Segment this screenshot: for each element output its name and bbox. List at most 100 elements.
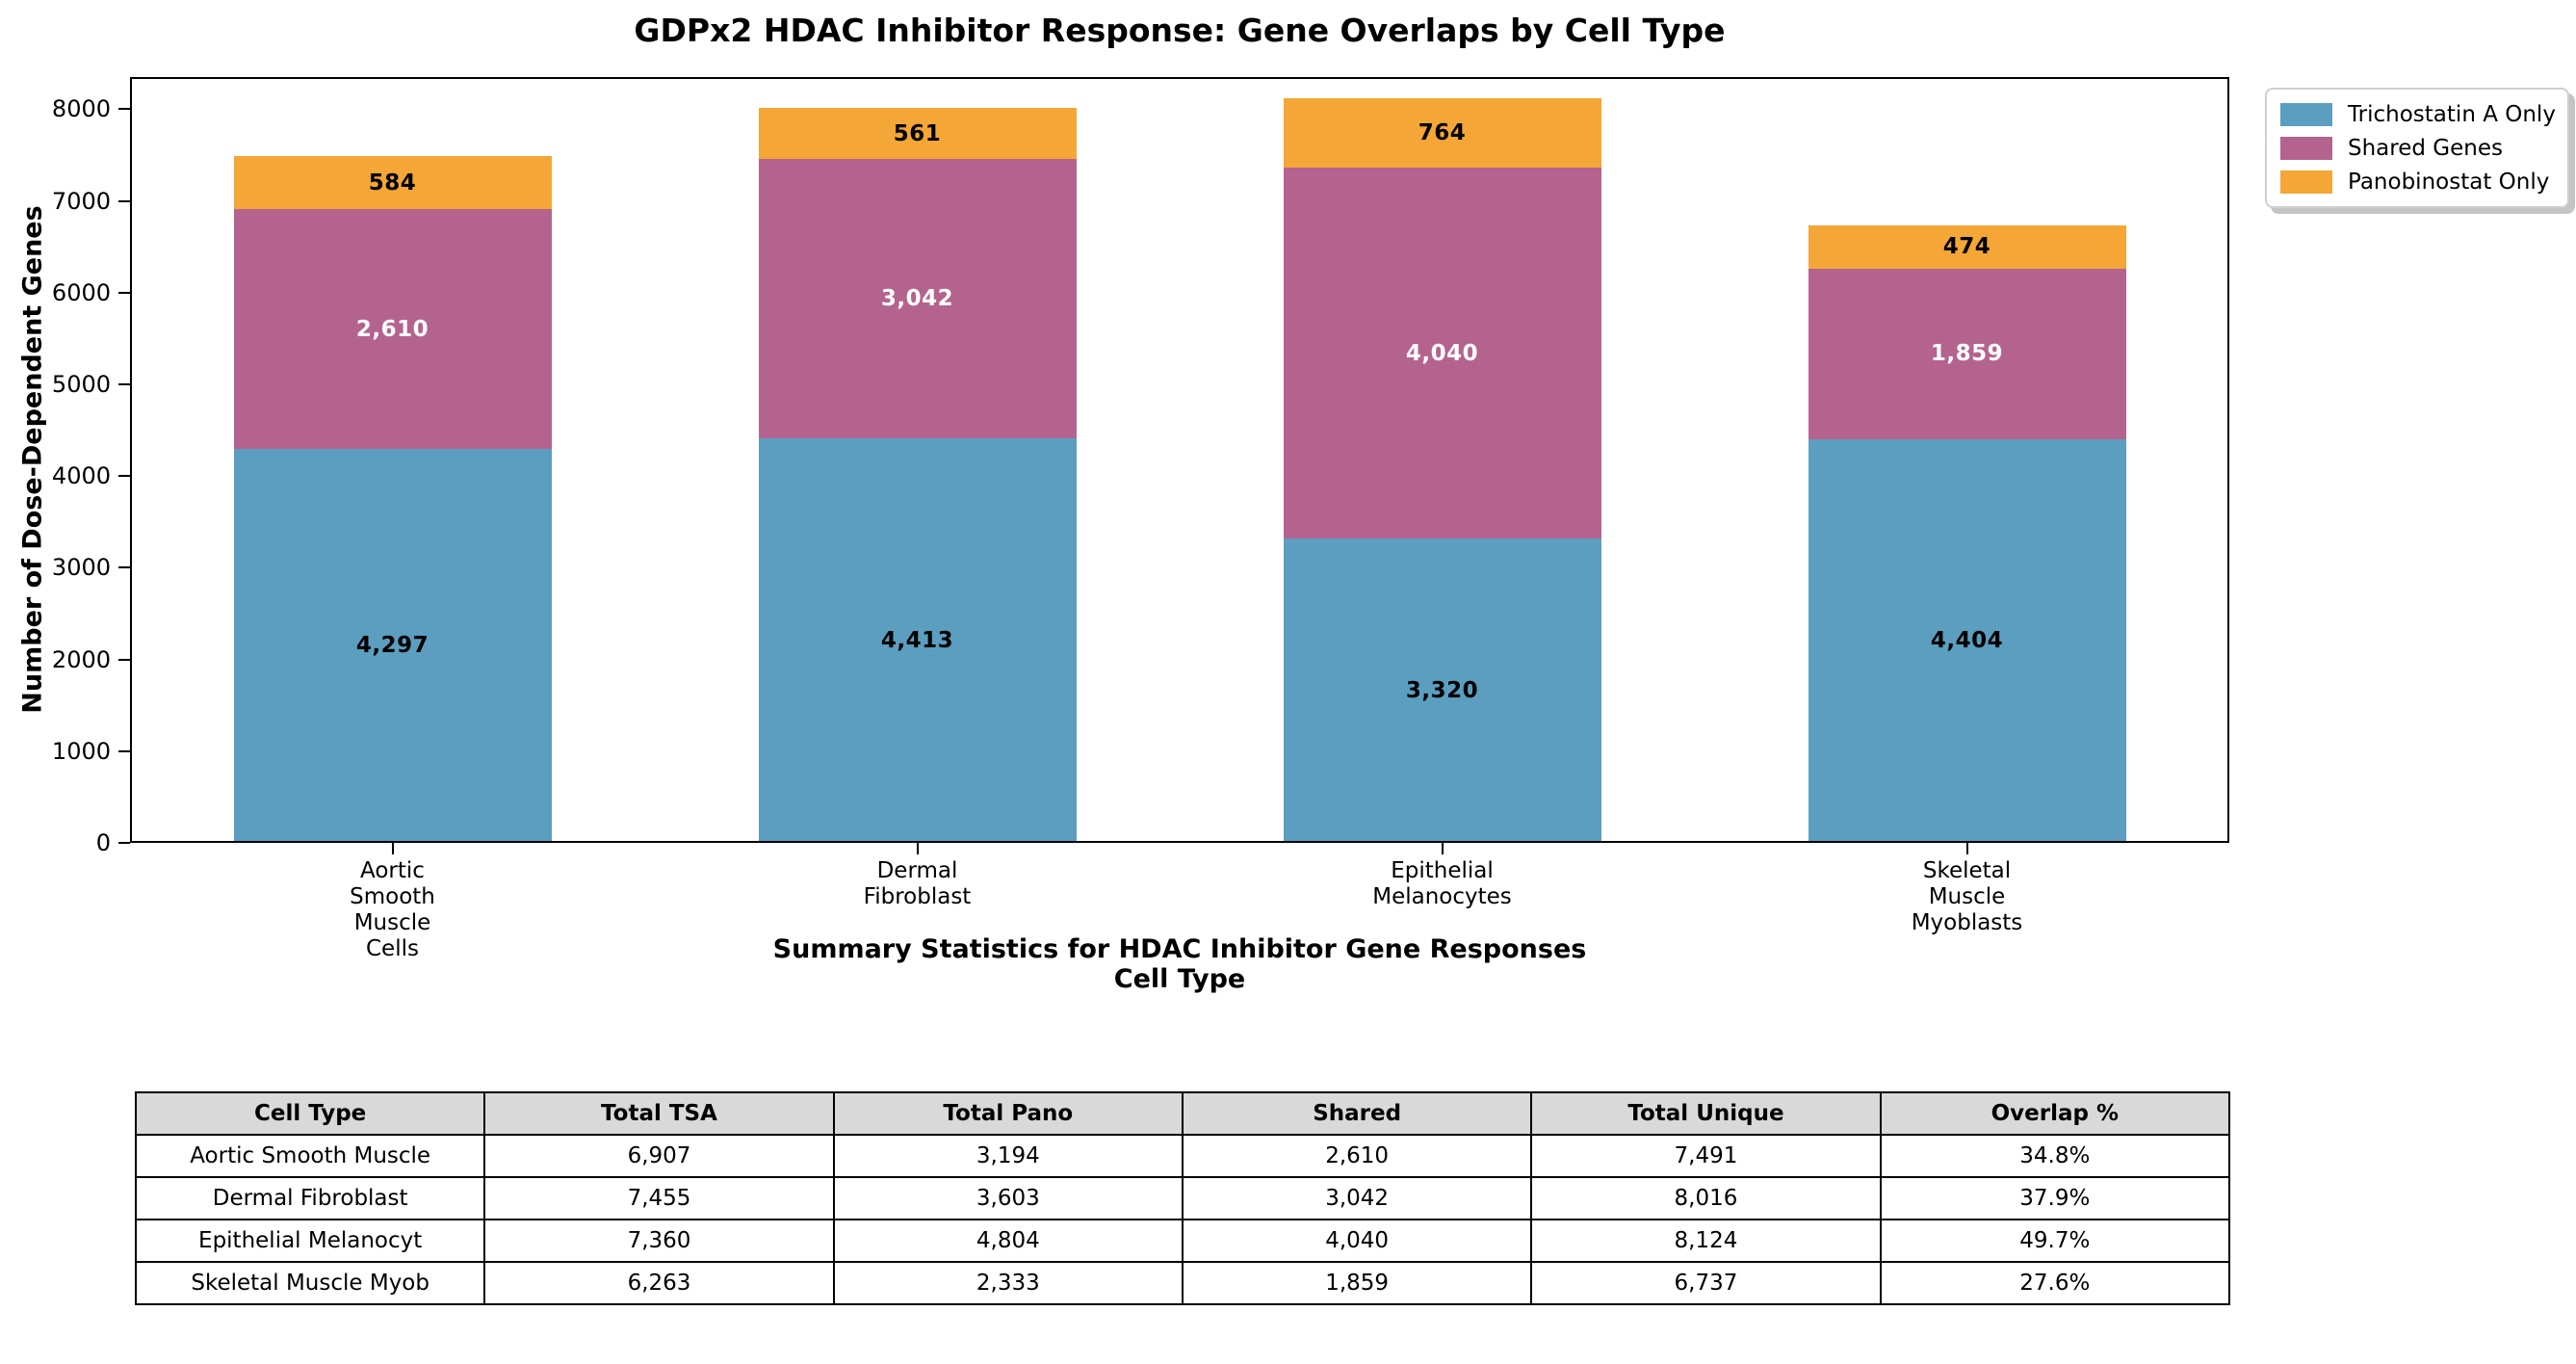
bar-value-label: 4,404 <box>1930 628 2004 654</box>
x-tick-label: Epithelial Melanocytes <box>1372 858 1512 909</box>
y-tick-label: 5000 <box>51 370 111 398</box>
bar-value-label: 474 <box>1942 234 1991 260</box>
bar-segment: 764 <box>1283 97 1601 169</box>
legend-label: Trichostatin A Only <box>2348 101 2556 127</box>
y-tick-mark <box>118 108 130 111</box>
y-tick-mark <box>118 658 130 661</box>
bar-value-label: 3,320 <box>1405 677 1479 703</box>
legend-label: Shared Genes <box>2348 135 2503 161</box>
x-tick-mark <box>1965 843 1968 854</box>
table-header-cell: Total Pano <box>832 1091 1184 1136</box>
legend-item: Panobinostat Only <box>2280 165 2554 198</box>
table-cell: 4,804 <box>832 1219 1184 1263</box>
table-cell: 34.8% <box>1879 1134 2231 1178</box>
x-tick-label: Aortic Smooth Muscle Cells <box>350 858 435 961</box>
bar-value-label: 2,610 <box>355 316 429 342</box>
bar-segment: 1,859 <box>1808 268 2126 439</box>
bar-value-label: 4,040 <box>1405 340 1479 366</box>
legend-label: Panobinostat Only <box>2348 169 2550 195</box>
table-cell: 7,491 <box>1530 1134 1882 1178</box>
x-axis-label: Cell Type <box>1113 964 1246 994</box>
bar-segment: 3,042 <box>758 159 1077 438</box>
table-cell: Skeletal Muscle Myob <box>134 1261 486 1305</box>
table-cell: 4,040 <box>1181 1219 1533 1263</box>
table-cell: 2,333 <box>832 1261 1184 1305</box>
bar-segment: 561 <box>758 107 1077 160</box>
bar-segment: 584 <box>233 155 552 210</box>
bar-value-label: 561 <box>893 120 942 146</box>
y-tick-label: 2000 <box>51 645 111 673</box>
table-cell: 6,263 <box>483 1261 835 1305</box>
table-header-cell: Overlap % <box>1879 1091 2231 1136</box>
x-tick-mark <box>916 843 919 854</box>
y-tick-label: 7000 <box>51 187 111 215</box>
table-cell: 3,194 <box>832 1134 1184 1178</box>
axis-caption-block: Summary Statistics for HDAC Inhibitor Ge… <box>130 934 2229 994</box>
bar-value-label: 584 <box>368 170 417 196</box>
x-tick-label: Dermal Fibroblast <box>863 858 972 909</box>
y-tick-mark <box>118 199 130 202</box>
bar-segment: 4,040 <box>1283 168 1601 538</box>
bar-value-label: 4,297 <box>355 633 429 659</box>
y-tick-label: 1000 <box>51 737 111 765</box>
table-cell: 1,859 <box>1181 1261 1533 1305</box>
y-tick-mark <box>118 566 130 569</box>
bar-segment: 474 <box>1808 224 2126 269</box>
legend-swatch-panobinostat-icon <box>2280 170 2332 194</box>
table-cell: 2,610 <box>1181 1134 1533 1178</box>
chart-title: GDPx2 HDAC Inhibitor Response: Gene Over… <box>634 12 1726 49</box>
bar-segment: 4,297 <box>233 448 552 843</box>
y-tick-label: 4000 <box>51 462 111 490</box>
table-row: Skeletal Muscle Myob 6,263 2,333 1,859 6,737… <box>134 1261 2231 1305</box>
table-section-title: Summary Statistics for HDAC Inhibitor Ge… <box>772 934 1587 964</box>
table-cell: 3,603 <box>832 1176 1184 1220</box>
table-cell: 27.6% <box>1879 1261 2231 1305</box>
y-tick-label: 8000 <box>51 95 111 123</box>
legend-item: Trichostatin A Only <box>2280 97 2556 131</box>
table-cell: Epithelial Melanocyt <box>134 1219 486 1263</box>
table-cell: Dermal Fibroblast <box>134 1176 486 1220</box>
bar-segment: 3,320 <box>1283 538 1601 843</box>
bar-value-label: 3,042 <box>880 286 954 312</box>
x-tick-mark <box>1441 843 1444 854</box>
table-cell: 8,016 <box>1530 1176 1882 1220</box>
bar-value-label: 4,413 <box>880 627 954 653</box>
legend: Trichostatin A Only Shared Genes Panobin… <box>2265 88 2569 208</box>
bar-segment: 4,404 <box>1808 438 2126 843</box>
bar-value-label: 764 <box>1418 119 1467 145</box>
table-cell: Aortic Smooth Muscle <box>134 1134 486 1178</box>
y-tick-label: 0 <box>95 829 111 856</box>
bar-segment: 2,610 <box>233 209 552 449</box>
table-row: Epithelial Melanocyt 7,360 4,804 4,040 8,124… <box>134 1219 2231 1263</box>
summary-table: Cell Type Total TSA Total Pano Shared To… <box>134 1091 2231 1305</box>
table-header-cell: Total Unique <box>1530 1091 1882 1136</box>
table-cell: 6,737 <box>1530 1261 1882 1305</box>
y-tick-label: 3000 <box>51 554 111 582</box>
y-tick-mark <box>118 291 130 294</box>
bar-segment: 4,413 <box>758 437 1077 843</box>
table-header-cell: Cell Type <box>134 1091 486 1136</box>
x-tick-label: Skeletal Muscle Myoblasts <box>1911 858 2023 935</box>
y-tick-mark <box>118 749 130 752</box>
summary-table-body: Aortic Smooth Muscle 6,907 3,194 2,610 7,491… <box>134 1134 2231 1305</box>
y-tick-label: 6000 <box>51 278 111 306</box>
table-header-row: Cell Type Total TSA Total Pano Shared To… <box>134 1091 2231 1136</box>
table-row: Dermal Fibroblast 7,455 3,603 3,042 8,016 37.… <box>134 1176 2231 1220</box>
table-cell: 37.9% <box>1879 1176 2231 1220</box>
table-cell: 3,042 <box>1181 1176 1533 1220</box>
y-tick-mark <box>118 475 130 478</box>
bar-value-label: 1,859 <box>1930 341 2004 367</box>
x-tick-mark <box>391 843 394 854</box>
y-tick-mark <box>118 842 130 844</box>
legend-swatch-trichostatin-icon <box>2280 102 2332 126</box>
table-header-cell: Total TSA <box>483 1091 835 1136</box>
table-cell: 8,124 <box>1530 1219 1882 1263</box>
table-cell: 6,907 <box>483 1134 835 1178</box>
legend-item: Shared Genes <box>2280 131 2554 165</box>
table-cell: 7,360 <box>483 1219 835 1263</box>
table-cell: 49.7% <box>1879 1219 2231 1263</box>
table-row: Aortic Smooth Muscle 6,907 3,194 2,610 7,491… <box>134 1134 2231 1178</box>
table-header-cell: Shared <box>1181 1091 1533 1136</box>
legend-swatch-shared-icon <box>2280 136 2332 160</box>
